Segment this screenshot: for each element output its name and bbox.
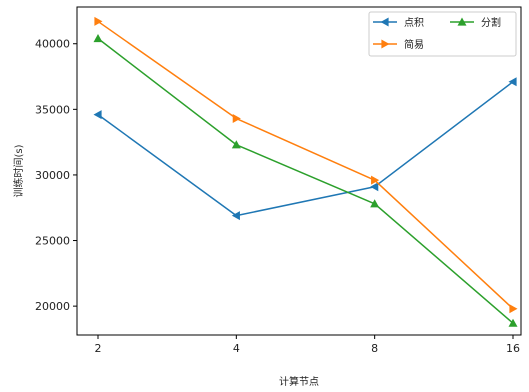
- data-point: [508, 318, 518, 327]
- data-point: [232, 114, 241, 124]
- x-axis-title: 计算节点: [279, 375, 319, 388]
- x-axis: 2 4 8 16: [95, 335, 520, 355]
- data-point: [508, 77, 517, 87]
- data-point: [370, 182, 379, 192]
- series-line: [97, 81, 514, 217]
- legend-frame: [368, 11, 517, 57]
- data-point: [509, 304, 518, 314]
- legend-marker: [380, 17, 389, 27]
- data-point: [231, 211, 240, 221]
- series-line: [97, 37, 514, 324]
- x-tick-label: 16: [506, 342, 520, 355]
- data-point: [371, 175, 380, 185]
- data-point: [370, 199, 380, 208]
- x-tick-label: 2: [95, 342, 102, 355]
- y-tick-label: 40000: [35, 38, 70, 51]
- y-axis-title: 训练时间(s): [12, 144, 25, 197]
- legend-label: 简易: [404, 38, 424, 51]
- y-tick-label: 30000: [35, 169, 70, 182]
- y-axis: 20000 25000 30000 35000 40000: [35, 38, 77, 313]
- legend-label: 分割: [481, 16, 501, 29]
- legend-marker: [381, 39, 390, 49]
- data-point: [231, 140, 241, 149]
- series-line: [97, 20, 514, 310]
- x-tick-label: 8: [371, 342, 378, 355]
- y-tick-label: 35000: [35, 103, 70, 116]
- data-point: [93, 33, 103, 43]
- data-point: [93, 110, 102, 120]
- y-tick-label: 25000: [35, 235, 70, 248]
- plot-frame: [76, 6, 522, 336]
- y-tick-label: 20000: [35, 300, 70, 313]
- legend-marker: [457, 17, 467, 26]
- data-point: [94, 16, 103, 26]
- series-group: [93, 16, 518, 327]
- x-tick-label: 4: [233, 342, 240, 355]
- legend-label: 点积: [404, 17, 424, 29]
